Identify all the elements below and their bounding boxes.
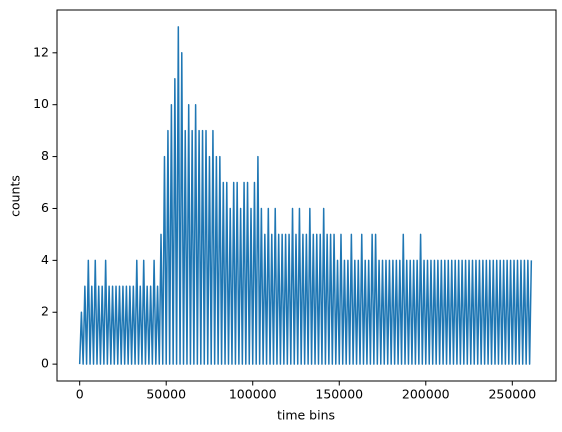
plot-frame <box>56 9 557 382</box>
x-tick-label: 50000 <box>146 387 186 402</box>
y-tick-label: 6 <box>41 200 49 215</box>
data-line <box>78 26 533 365</box>
x-tick-label: 200000 <box>402 387 450 402</box>
y-tick-label: 2 <box>41 304 49 319</box>
y-axis-label: counts <box>8 175 23 217</box>
y-tick-label: 12 <box>33 44 49 59</box>
y-tick-label: 8 <box>41 148 49 163</box>
x-tick-label: 150000 <box>315 387 363 402</box>
y-tick-label: 0 <box>41 356 49 371</box>
x-axis-label: time bins <box>277 408 335 423</box>
y-tick-label: 4 <box>41 252 49 267</box>
x-tick-label: 250000 <box>488 387 536 402</box>
x-tick-label: 100000 <box>229 387 277 402</box>
y-tick-label: 10 <box>33 96 49 111</box>
x-tick-label: 0 <box>76 387 84 402</box>
